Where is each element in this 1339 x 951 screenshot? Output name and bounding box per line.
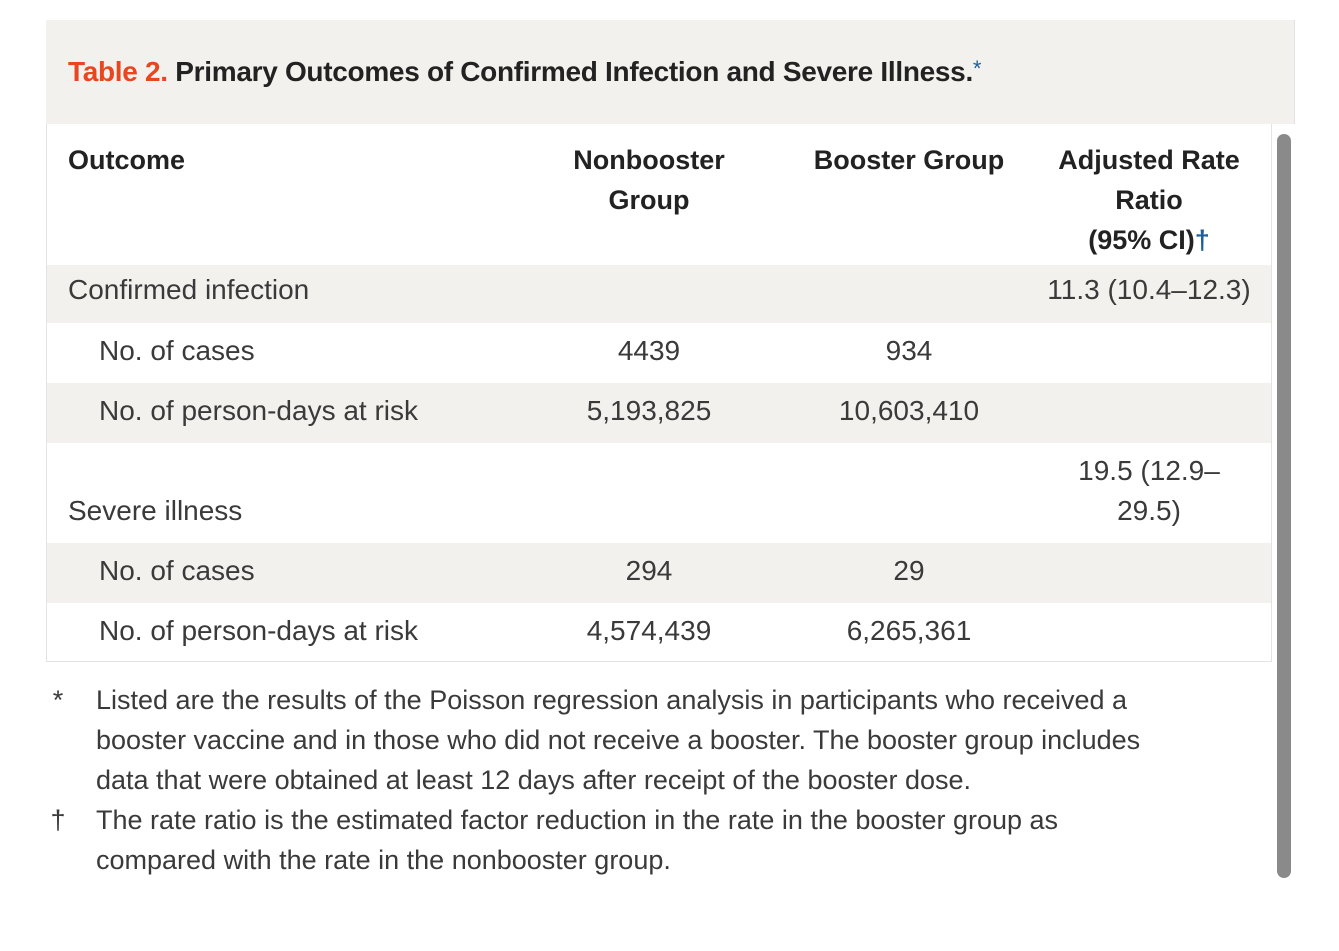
table-title: Table 2. Primary Outcomes of Confirmed I… (68, 56, 981, 88)
table-row: Severe illness 19.5 (12.9– 29.5) (47, 443, 1271, 543)
table-row: No. of person-days at risk 4,574,439 6,2… (47, 603, 1271, 661)
header-ratio-line3: (95% CI)† (1045, 220, 1253, 260)
footnote-dagger: † The rate ratio is the estimated factor… (46, 800, 1286, 880)
row-nonbooster: 4439 (617, 335, 681, 366)
row-label: Severe illness (68, 495, 243, 526)
row-booster: 29 (893, 555, 925, 586)
header-ratio-ci: (95% CI) (1088, 225, 1195, 255)
row-ratio-line1: 19.5 (12.9– (1078, 455, 1220, 486)
row-label: No. of person-days at risk (99, 615, 419, 646)
footnote-line: booster vaccine and in those who did not… (96, 725, 1141, 755)
table-row: Confirmed infection 11.3 (10.4–12.3) (47, 265, 1271, 323)
ratio-footnote-marker[interactable]: † (1194, 225, 1210, 255)
row-ratio: 11.3 (10.4–12.3) (1047, 274, 1251, 305)
row-label: No. of cases (99, 335, 255, 366)
table-row: No. of person-days at risk 5,193,825 10,… (47, 383, 1271, 443)
title-footnote-marker[interactable]: * (972, 56, 982, 81)
footnote-symbol: * (52, 685, 64, 715)
row-label: No. of cases (99, 555, 255, 586)
footnote-line: data that were obtained at least 12 days… (96, 765, 972, 795)
row-nonbooster: 294 (625, 555, 673, 586)
row-nonbooster: 4,574,439 (586, 615, 712, 646)
table-row: No. of cases 294 29 (47, 543, 1271, 603)
table-title-band: Table 2. Primary Outcomes of Confirmed I… (46, 20, 1295, 124)
table-row: No. of cases 4439 934 (47, 323, 1271, 383)
row-label: Confirmed infection (68, 274, 310, 305)
row-booster: 934 (885, 335, 933, 366)
header-nonbooster-line2: Group (608, 185, 690, 215)
header-booster: Booster Group (813, 145, 1005, 175)
footnote-line: Listed are the results of the Poisson re… (96, 685, 1128, 715)
table-title-text: Primary Outcomes of Confirmed Infection … (175, 56, 973, 87)
header-ratio: Adjusted Rate Ratio (95% CI)† (1045, 140, 1253, 260)
data-table: Outcome Nonbooster Group Booster Group A… (46, 124, 1272, 662)
table-number: Table 2. (68, 56, 168, 87)
row-booster: 10,603,410 (838, 395, 980, 426)
header-ratio-line1: Adjusted Rate (1058, 145, 1240, 175)
header-nonbooster: Nonbooster Group (527, 140, 771, 220)
footnote-text: Listed are the results of the Poisson re… (96, 680, 1266, 800)
header-nonbooster-line1: Nonbooster (573, 145, 725, 175)
vertical-scrollbar[interactable] (1277, 134, 1291, 878)
footnote-line: compared with the rate in the nonbooster… (96, 845, 671, 875)
footnote-asterisk: * Listed are the results of the Poisson … (46, 680, 1286, 800)
footnote-symbol: † (50, 805, 66, 835)
footnote-line: The rate ratio is the estimated factor r… (96, 805, 1059, 835)
row-booster: 6,265,361 (846, 615, 972, 646)
row-ratio-line2: 29.5) (1117, 495, 1181, 526)
footnote-text: The rate ratio is the estimated factor r… (96, 800, 1266, 880)
row-label: No. of person-days at risk (99, 395, 419, 426)
row-nonbooster: 5,193,825 (586, 395, 712, 426)
header-ratio-line2: Ratio (1115, 185, 1183, 215)
header-outcome: Outcome (68, 145, 186, 175)
